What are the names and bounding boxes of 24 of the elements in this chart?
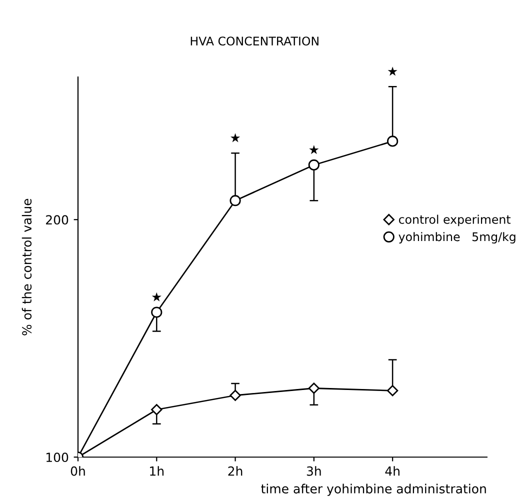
annotation: ★ [388, 66, 398, 76]
y-tick-label: 200 [46, 215, 68, 225]
chart-title: HVA CONCENTRATION [190, 36, 318, 46]
x-tick-label: 0h [70, 466, 85, 476]
point [230, 390, 241, 401]
x-tick-label: 3h [306, 466, 321, 476]
x-tick-label: 2h [228, 466, 242, 476]
point [308, 159, 320, 171]
x-tick-label: 1h [150, 466, 164, 476]
point [230, 195, 241, 206]
annotation: ★ [152, 292, 162, 302]
y-axis-title: % of the control value [22, 198, 32, 336]
point [151, 306, 162, 318]
annotation: ★ [230, 133, 240, 142]
point [386, 385, 398, 396]
point [308, 382, 320, 394]
y-tick-label: 100 [46, 452, 68, 462]
x-tick-label: 4h [385, 466, 400, 476]
point [387, 136, 398, 147]
legend-label: control experiment [398, 214, 511, 226]
legend-label: yohimbine 5mg/kg [398, 232, 516, 244]
point [151, 404, 162, 416]
x-axis-title: time after yohimbine administration [261, 484, 486, 496]
annotation: ★ [309, 145, 319, 154]
